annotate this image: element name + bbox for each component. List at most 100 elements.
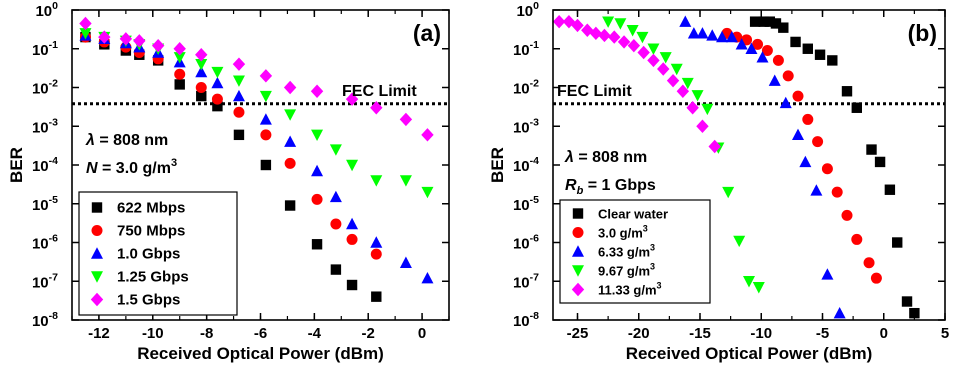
annotation-symbol: R [565,177,577,194]
x-tick-label: 0 [418,325,426,342]
y-tick-label: 10-8 [513,310,539,330]
data-point [752,282,765,294]
y-tick-exponent: -2 [530,78,539,90]
data-point [211,66,224,79]
data-point [79,16,92,31]
data-point [670,63,683,76]
data-point [233,106,245,118]
data-point [696,27,709,39]
y-tick-base: 10 [513,42,530,59]
x-tick-label: 5 [941,325,949,342]
y-tick-label: 10-2 [513,78,539,98]
legend: 622 Mbps 750 Mbps 1.0 Gbps 1.25 Gbps 1.5 Gbp… [78,191,238,316]
legend-box [559,199,711,304]
data-point [598,28,611,43]
data-point [778,22,789,33]
legend-label-text: 1.5 Gbps [117,292,180,309]
data-point [133,34,146,48]
data-point [637,45,650,60]
y-tick-label: 100 [516,0,539,20]
legend-marker [572,208,584,219]
data-point [626,25,639,37]
annotation-text: = 808 nm [574,149,647,166]
data-point [866,144,877,155]
y-axis-label: BER [488,147,507,183]
y-tick-exponent: -4 [49,155,58,167]
data-point [283,80,297,95]
series-2 [79,29,434,284]
fec-limit-label: FEC Limit [342,83,417,100]
data-point [901,296,913,307]
legend-marker [572,265,584,277]
data-point [232,89,245,102]
data-point [195,65,208,78]
data-point [581,23,594,37]
data-point [399,256,412,268]
data-point [174,79,185,90]
chart-panel-b: -25 -20 -15 -10 -5 0 510010-110-210-310-410-51… [488,0,949,363]
data-point [232,75,245,87]
data-point [657,62,670,76]
y-tick-exponent: -4 [530,155,539,167]
legend-label-text: 11.33 g/m [598,283,657,298]
annotation-text: = 808 nm [95,132,168,149]
y-tick-exponent: -8 [530,310,539,322]
data-point [311,129,324,142]
legend-marker [90,292,104,307]
data-point [708,139,721,154]
data-point [802,113,814,125]
data-point [346,279,358,291]
data-point [758,16,769,27]
annotation: λ = 808 nm [564,149,647,166]
data-point [329,144,342,156]
data-point [346,233,358,245]
legend-marker [91,247,103,259]
x-tick-label: -10 [142,325,164,342]
annotation: Rb = 1 Gbps [565,177,656,197]
legend-label-text: 1.25 Gbps [117,269,189,286]
annotation-symbol: λ [85,132,95,149]
data-point [195,48,208,62]
legend-label-text: 9.67 g/m [598,264,650,279]
y-tick-label: 10-2 [32,78,58,98]
data-point [799,155,812,168]
data-point [735,38,748,50]
data-point [892,237,903,248]
legend-label-superscript: 3 [650,243,655,253]
data-point [812,136,824,148]
data-point [260,159,272,171]
y-tick-base: 10 [32,119,49,136]
y-tick-label: 10-3 [32,116,58,136]
legend-label: 1.25 Gbps [117,269,189,286]
legend-label-text: 1.0 Gbps [117,246,180,263]
data-point [310,84,324,98]
data-point [211,76,224,89]
legend-label-text: 622 Mbps [117,200,185,217]
data-point [119,32,133,46]
x-tick-label: -4 [308,325,322,342]
data-point [173,42,186,56]
legend-label: 3.0 g/m3 [598,224,648,241]
data-point [831,186,843,198]
data-point [329,190,342,203]
data-point [330,264,342,275]
data-point [870,272,882,284]
x-tick-label: -2 [362,325,375,342]
data-point [212,100,223,112]
y-tick-exponent: -1 [49,39,58,51]
data-point [821,163,833,175]
annotation-symbol: λ [564,149,574,166]
data-point [686,101,699,115]
y-tick-base: 10 [35,3,52,20]
data-point [211,93,223,105]
data-point [733,235,746,248]
y-tick-base: 10 [32,274,49,291]
y-tick-exponent: -3 [49,116,58,128]
data-point [696,119,709,133]
y-tick-exponent: -8 [49,310,58,322]
legend-label-text: 6.33 g/m [598,245,650,260]
y-tick-exponent: -3 [530,116,539,128]
data-point [232,57,246,71]
legend-marker [571,282,585,297]
